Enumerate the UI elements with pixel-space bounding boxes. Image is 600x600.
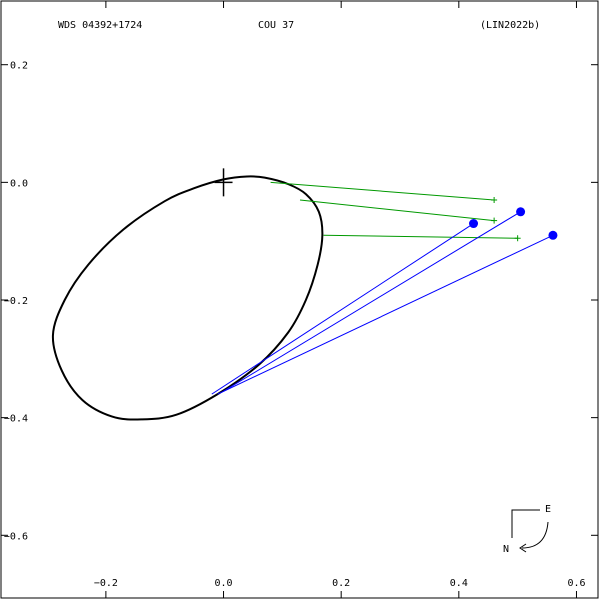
blue-data-point [548,230,558,240]
green-residual-line [299,199,495,222]
x-tick-label: 0.0 [214,578,232,589]
compass-east-label: E [545,504,551,515]
orbit-curve [51,175,324,421]
header-center: COU 37 [258,20,294,31]
green-measurement-lines [270,181,521,242]
green-residual-line [270,181,495,201]
compass-arrow [521,521,549,549]
orbit-ellipse [51,175,324,421]
blue-residual-line [211,223,474,395]
x-tick-label: 0.4 [450,578,468,589]
blue-residual-line [223,211,521,392]
blue-measurement-lines [211,207,558,395]
primary-star-cross [214,168,233,197]
y-tick-label: 0.2 [10,61,28,72]
compass-north-label: N [503,544,509,555]
compass-east-arm [511,509,540,538]
blue-residual-line [217,234,554,395]
header-left: WDS 04392+1724 [58,20,142,31]
blue-data-point [516,207,526,217]
y-tick-label: −0.2 [4,296,28,307]
y-tick-label: −0.4 [4,414,28,425]
x-tick-label: 0.2 [332,578,350,589]
compass-arrowhead [519,543,527,553]
x-tick-label: 0.6 [567,578,585,589]
compass: E N [503,504,551,555]
x-tick-label: −0.2 [94,578,118,589]
header-right: (LIN2022b) [480,20,540,31]
y-tick-label: −0.6 [4,531,28,542]
green-residual-line [323,234,518,239]
y-tick-label: 0.0 [10,178,28,189]
blue-data-point [469,219,479,229]
